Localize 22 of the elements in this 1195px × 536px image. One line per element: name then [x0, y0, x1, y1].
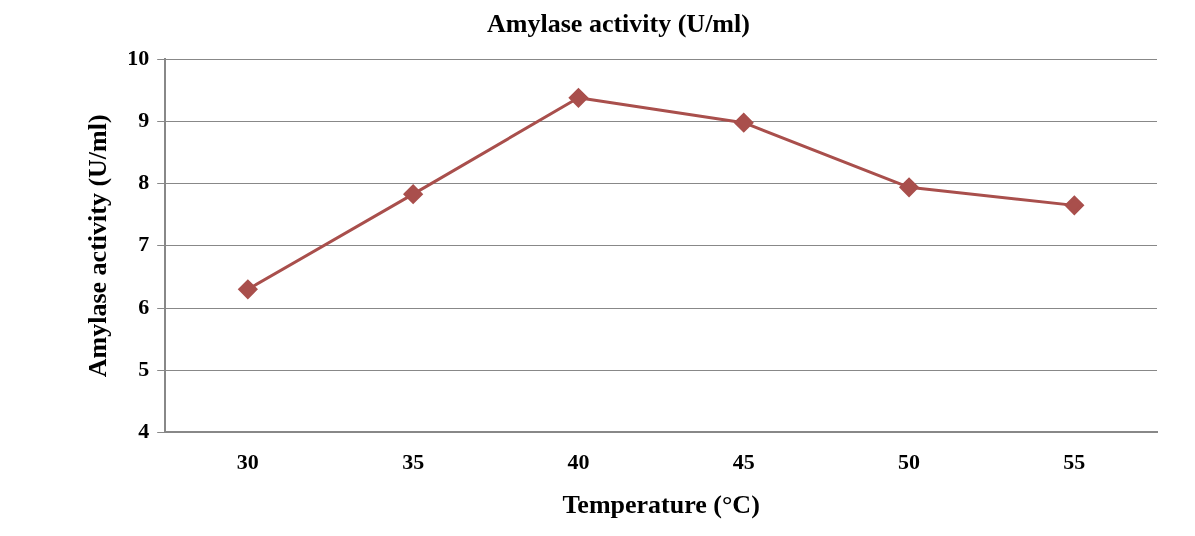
x-tick-label: 55: [1063, 449, 1086, 475]
point: [568, 88, 588, 108]
y-tick-label: 8: [138, 169, 150, 195]
point: [734, 113, 754, 133]
chart-title: Amylase activity (U/ml): [487, 9, 750, 39]
y-tick-label: 4: [138, 418, 150, 444]
x-tick-label: 30: [236, 449, 259, 475]
y-tick-label: 5: [138, 355, 150, 381]
x-axis-title: Temperature (°C): [562, 490, 760, 520]
point: [403, 184, 423, 204]
y-tick-label: 6: [138, 293, 150, 319]
y-tick-label: 9: [138, 107, 150, 133]
point: [1064, 195, 1084, 215]
y-axis-title: Amylase activity (U/ml): [83, 114, 113, 378]
y-tick-label: 7: [138, 231, 150, 257]
x-tick-label: 50: [898, 449, 921, 475]
point: [238, 279, 258, 299]
y-tick-label: 10: [127, 44, 150, 70]
x-tick-label: 40: [567, 449, 590, 475]
point: [899, 177, 919, 197]
x-tick-label: 35: [402, 449, 425, 475]
x-tick-label: 45: [732, 449, 755, 475]
